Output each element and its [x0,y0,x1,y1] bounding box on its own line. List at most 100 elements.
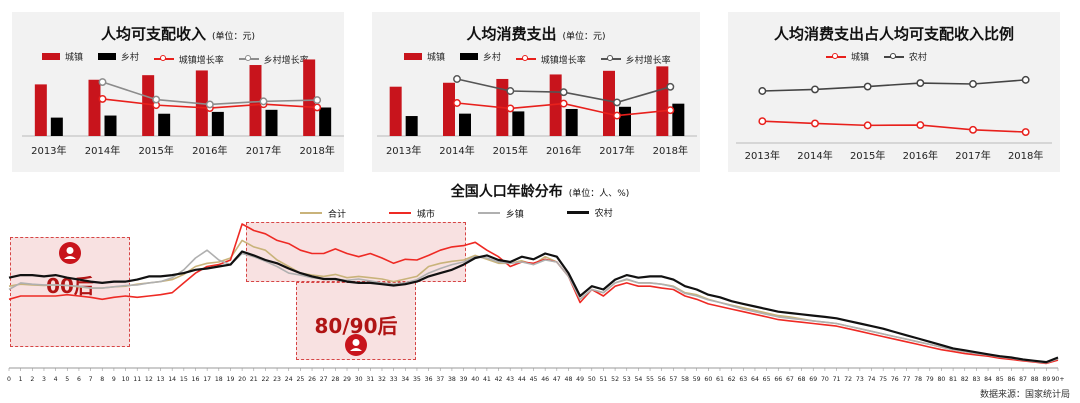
bar-urban [249,65,262,136]
x-tick-label: 6 [77,376,81,383]
x-tick-label: 76 [891,376,899,383]
x-tick-label: 61 [716,376,724,383]
x-tick-label: 2015年 [138,144,173,157]
x-tick-label: 3 [42,376,46,383]
x-tick-label: 40 [471,376,479,383]
bar-rural [459,113,471,136]
x-tick-label: 67 [786,376,794,383]
series-line [8,223,1059,365]
x-tick-label: 31 [366,376,374,383]
x-tick-label: 27 [320,376,328,383]
series-point [613,111,621,120]
x-tick-label: 2013年 [31,144,66,157]
series-line [8,250,1059,364]
x-tick-label: 84 [984,376,992,383]
series-point [916,121,925,129]
x-tick-label: 51 [599,376,607,383]
x-tick-label: 59 [693,376,701,383]
x-tick-label: 23 [273,376,281,383]
x-tick-label: 10 [122,376,130,383]
series-point [259,97,268,106]
x-tick-label: 18 [215,376,223,383]
x-tick-label: 2014年 [797,149,832,162]
x-tick-label: 38 [448,376,456,383]
series-point [506,87,515,95]
x-tick-label: 72 [844,376,852,383]
x-tick-label: 54 [634,376,642,383]
x-tick-label: 2017年 [246,144,281,157]
x-tick-label: 4 [54,376,58,383]
series-point [453,99,461,107]
series-point [758,87,767,95]
series-point [313,103,322,112]
x-tick-label: 79 [926,376,934,383]
x-tick-label: 24 [285,376,293,383]
series-point [1021,75,1030,84]
x-tick-label: 85 [996,376,1004,383]
x-tick-label: 75 [879,376,887,383]
x-tick-label: 2014年 [439,144,474,157]
series-point [453,75,461,83]
x-tick-label: 37 [436,376,444,383]
series-line [8,249,1059,364]
x-tick-label: 49 [576,376,584,383]
series-point [916,79,925,87]
series-point [613,98,621,107]
consumption-chart: 2013年 2014年 2015年 2016年 2017年 2018年 [377,66,697,157]
x-tick-label: 45 [530,376,538,383]
series-point [666,82,675,91]
consumption-panel: 人均消费支出 (单位：元) 城镇 乡村 城镇增长率 乡村增长率 2013年 2014… [372,12,700,172]
x-tick-label: 2015年 [850,149,885,162]
bar-urban [656,66,669,136]
bar-rural [512,111,525,136]
x-tick-label: 1 [19,376,23,383]
income-legend: 城镇 乡村 城镇增长率 乡村增长率 [42,50,321,66]
x-tick-label: 33 [390,376,398,383]
x-tick-label: 15 [180,376,188,383]
ratio-legend: 城镇 农村 [826,50,939,63]
series-point [811,119,819,128]
series-point [666,106,675,115]
x-tick-label: 89 [1042,376,1050,383]
x-tick-label: 50 [588,376,596,383]
income-panel: 人均可支配收入 (单位：元) 城镇 乡村 城镇增长率 乡村增长率 2013年 201… [12,12,344,172]
x-tick-label: 48 [565,376,573,383]
x-tick-label: 32 [378,376,386,383]
x-tick-label: 55 [646,376,654,383]
x-tick-label: 2017年 [955,149,990,162]
x-tick-label: 2018年 [1008,149,1043,162]
x-tick-label: 5 [65,376,69,383]
age-chart-title: 全国人口年龄分布 (单位：人、%) [450,184,630,200]
x-tick-label: 53 [623,376,631,383]
bar-rural [565,108,578,136]
x-tick-label: 13 [157,376,165,383]
x-tick-label: 26 [308,376,316,383]
x-tick-label: 21 [250,376,258,383]
x-tick-label: 56 [658,376,666,383]
series-point [205,100,214,109]
x-tick-label: 69 [809,376,817,383]
data-source: 数据来源：国家统计局 [979,390,1070,400]
series-line [762,120,1026,133]
bar-urban [34,84,47,136]
x-tick-label: 2 [30,376,34,383]
series-point [559,99,568,108]
consumption-legend: 城镇 乡村 城镇增长率 乡村增长率 [404,50,683,66]
x-tick-label: 2016年 [903,149,938,162]
x-tick-label: 52 [611,376,619,383]
income-chart: 2013年 2014年 2015年 2016年 2017年 2018年 [22,59,344,157]
ratio-chart: 2013年 2014年 2015年 2016年 2017年 2018年 [736,75,1052,162]
bar-rural [158,113,171,136]
bar-urban [549,74,562,136]
bar-urban [603,70,615,136]
consumption-title: 人均消费支出 (单位：元) [466,25,606,43]
x-tick-label: 28 [331,376,339,383]
x-tick-label: 2016年 [546,144,581,157]
series-point [758,117,767,126]
x-tick-label: 62 [728,376,736,383]
series-point [863,121,872,130]
x-tick-label: 2014年 [85,144,120,157]
series-line [762,79,1026,92]
x-tick-label: 34 [401,376,409,383]
